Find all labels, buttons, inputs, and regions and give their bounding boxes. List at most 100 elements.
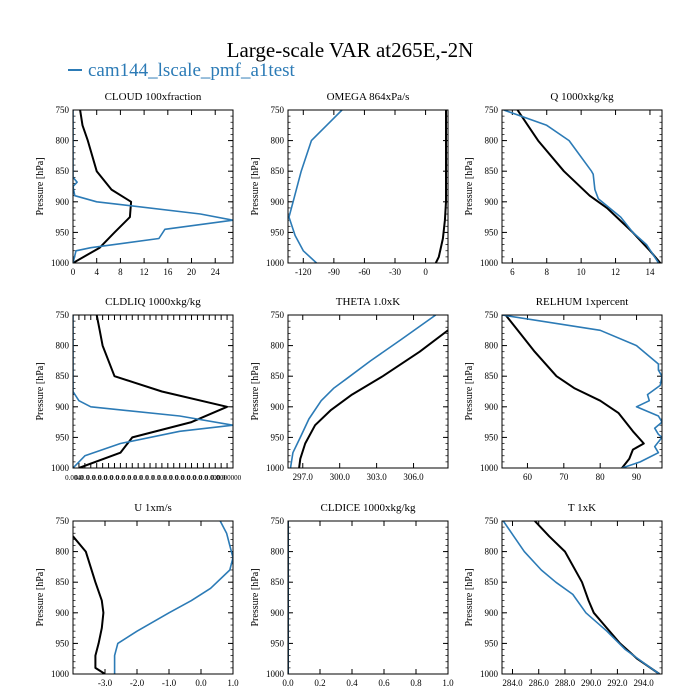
x-tick-label: 0.0 (193, 474, 202, 482)
y-tick-label: 900 (56, 402, 70, 412)
x-tick-label: 0.0 (175, 474, 184, 482)
x-tick-label: 0.0 (217, 474, 226, 482)
y-tick-label: 800 (56, 136, 70, 146)
x-tick-label: 0.0 (128, 474, 137, 482)
plot-frame (501, 314, 663, 469)
chart-panel: U 1xm/s Pressure [hPa] 750 800 850 900 950 1000… (35, 502, 239, 688)
x-tick-label: 0.0 (169, 474, 178, 482)
model-line (289, 315, 437, 468)
y-tick-label: 950 (485, 227, 499, 237)
chart-panel: RELHUM 1xpercent Pressure [hPa] 750 800 850 9… (464, 296, 663, 482)
x-tick-label: 12 (140, 267, 149, 277)
x-tick-label: 0.0 (86, 474, 95, 482)
reference-line (73, 535, 106, 674)
x-tick-label: 290.0 (581, 678, 602, 688)
x-tick-label: -60 (358, 267, 370, 277)
x-tick-label: 0.0 (181, 474, 190, 482)
reference-line (78, 315, 229, 468)
panel-title: CLOUD 100xfraction (105, 91, 202, 103)
y-tick-label: 850 (271, 371, 285, 381)
y-tick-label: 900 (485, 608, 499, 618)
y-tick-label: 750 (271, 105, 285, 115)
x-tick-label: 0.0 (146, 474, 155, 482)
x-tick-label: 294.0 (634, 678, 655, 688)
x-tick-label: 0.2 (314, 678, 325, 688)
y-axis-label: Pressure [hPa] (250, 568, 261, 626)
x-tick-label: 0.0 (116, 474, 125, 482)
y-tick-label: 1000 (480, 463, 499, 473)
y-axis-label: Pressure [hPa] (464, 568, 475, 626)
reference-line (73, 110, 133, 263)
x-tick-label: 306.0 (403, 472, 424, 482)
panel-title: OMEGA 864xPa/s (327, 91, 410, 103)
plot-frame (287, 109, 449, 264)
y-tick-label: 750 (271, 516, 285, 526)
x-tick-label: -90 (328, 267, 340, 277)
panel-title: RELHUM 1xpercent (536, 296, 629, 308)
y-tick-label: 750 (56, 105, 70, 115)
x-tick-label: 0.0 (158, 474, 167, 482)
y-tick-label: 900 (485, 197, 499, 207)
y-tick-label: 800 (56, 547, 70, 557)
x-tick-label: 0.4 (346, 678, 358, 688)
plot-frame (501, 520, 663, 675)
y-tick-label: 850 (271, 577, 285, 587)
x-tick-label: 24 (211, 267, 221, 277)
reference-line (516, 110, 662, 263)
y-tick-label: 950 (271, 227, 285, 237)
x-tick-label: 8 (544, 267, 549, 277)
y-tick-label: 1000 (266, 669, 285, 679)
reference-line (298, 329, 448, 468)
x-tick-label: 0.0 (187, 474, 196, 482)
model-line (288, 110, 343, 263)
x-tick-label: 297.0 (293, 472, 314, 482)
x-tick-label: 284.0 (502, 678, 523, 688)
x-tick-label: 0.8 (410, 678, 422, 688)
x-tick-label: 0.0 (122, 474, 131, 482)
x-tick-label: 80 (596, 472, 606, 482)
x-tick-label: 0.004 (65, 474, 81, 482)
model-line (73, 315, 233, 468)
panel-title: CLDLIQ 1000xkg/kg (105, 296, 201, 308)
x-tick-label: 292.0 (607, 678, 628, 688)
y-tick-label: 1000 (51, 463, 70, 473)
x-tick-label: 0.0 (163, 474, 172, 482)
x-tick-label: 4 (94, 267, 99, 277)
y-tick-label: 1000 (266, 463, 285, 473)
model-line (113, 521, 233, 674)
x-tick-label: 286.0 (529, 678, 550, 688)
x-tick-label: 0.0 (75, 474, 84, 482)
x-tick-label: -1.0 (162, 678, 177, 688)
x-tick-label: 0.0 (211, 474, 220, 482)
chart-panel: THETA 1.0xK Pressure [hPa] 750 800 850 900 950… (250, 296, 449, 482)
model-line (502, 315, 662, 468)
x-tick-label: 0.0 (152, 474, 161, 482)
chart-panel: CLDICE 1000xkg/kg Pressure [hPa] 750 800 850… (250, 502, 454, 688)
plot-frame (287, 314, 449, 469)
x-tick-label: 90 (632, 472, 642, 482)
x-tick-label: 00000000 (213, 474, 242, 482)
chart-panel: OMEGA 864xPa/s Pressure [hPa] 750 800 850 900… (250, 91, 449, 277)
x-tick-label: 8 (118, 267, 123, 277)
chart-panel: CLDLIQ 1000xkg/kg Pressure [hPa] 750 800 850… (35, 296, 242, 482)
panel-title: T 1xK (568, 502, 596, 514)
x-tick-label: 0.0 (195, 678, 207, 688)
y-tick-label: 800 (271, 547, 285, 557)
plot-frame (72, 109, 234, 264)
y-tick-label: 850 (56, 577, 70, 587)
panel-title: CLDICE 1000xkg/kg (320, 502, 416, 514)
y-tick-label: 750 (56, 310, 70, 320)
x-tick-label: 0.0 (282, 678, 294, 688)
x-tick-label: 10 (577, 267, 587, 277)
model-line (73, 110, 233, 263)
y-tick-label: 800 (485, 547, 499, 557)
y-tick-label: 1000 (51, 669, 70, 679)
x-tick-label: 12 (611, 267, 620, 277)
y-tick-label: 1000 (480, 669, 499, 679)
x-tick-label: 0.0 (98, 474, 107, 482)
reference-line (504, 315, 645, 468)
x-tick-label: 0.6 (378, 678, 390, 688)
plot-frame (501, 109, 663, 264)
x-tick-label: 0 (71, 267, 76, 277)
